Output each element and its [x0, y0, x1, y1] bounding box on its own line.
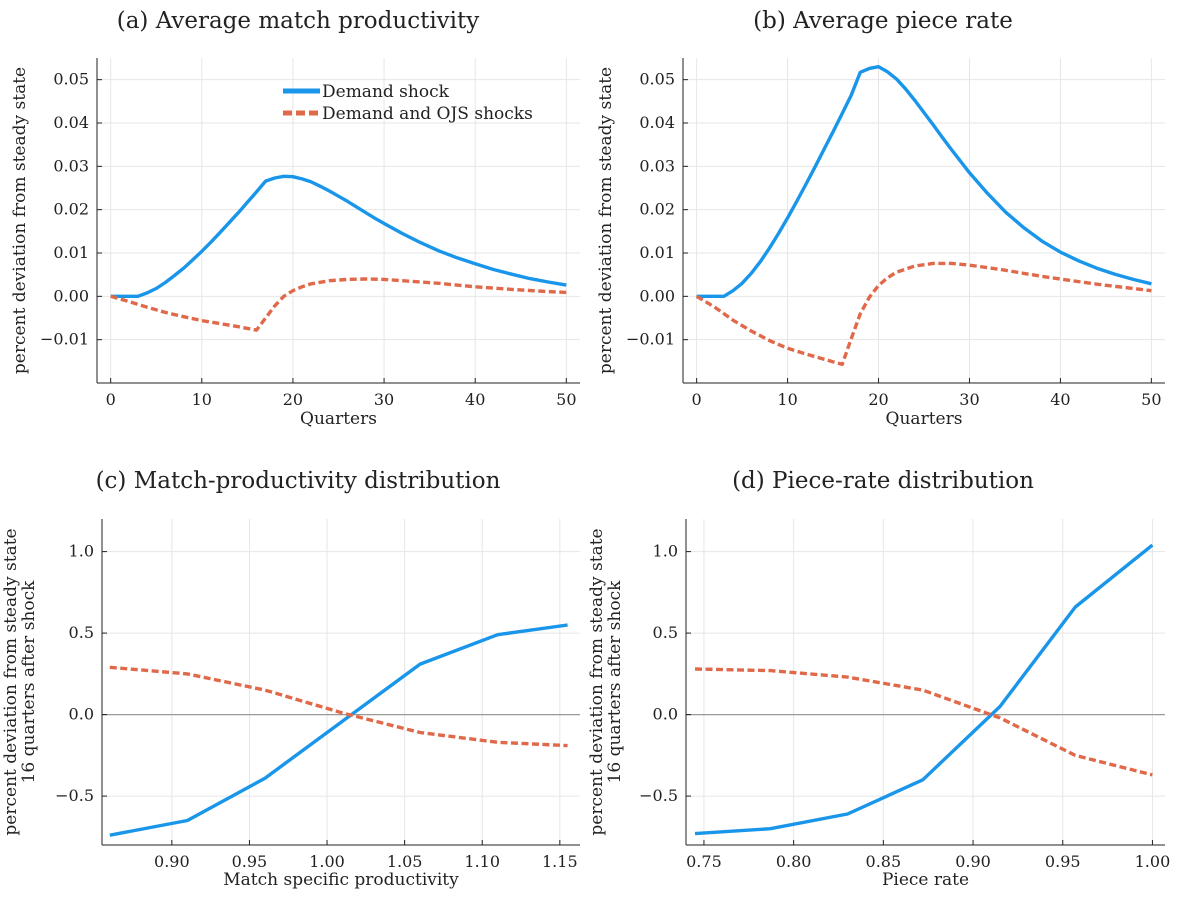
x-tick-label: 0.95 [232, 852, 268, 871]
x-tick-label: 20 [868, 390, 888, 409]
y-tick-label: 0.05 [639, 70, 675, 89]
y-tick-label: 0.0 [69, 705, 94, 724]
x-tick-label: 0 [692, 390, 702, 409]
x-tick-label: 1.05 [387, 852, 423, 871]
x-tick-label: 20 [283, 390, 303, 409]
y-axis-label: percent deviation from steady state [596, 67, 616, 374]
series-demand-line [694, 543, 1154, 836]
panel-b: 0 10 20 30 40 50 −0.01 0.00 0.01 0.02 0.03 0.04 0.05… [596, 8, 1165, 429]
y-tick-label: 0.05 [53, 70, 89, 89]
x-tick-label: 1.15 [542, 852, 578, 871]
y-axis-label: 16 quarters after shock [605, 580, 625, 784]
y-tick-label: 0.00 [639, 286, 675, 305]
y-tick-label: −0.5 [639, 786, 678, 805]
x-tick-label: 40 [1050, 390, 1070, 409]
x-tick-label: 0.95 [1045, 852, 1081, 871]
panel-title: (d) Piece-rate distribution [732, 468, 1034, 494]
y-axis-label: 16 quarters after shock [19, 580, 39, 784]
x-axis-label: Quarters [300, 409, 377, 429]
x-tick-label: 30 [959, 390, 979, 409]
series-ojs-line [109, 665, 568, 748]
series-ojs-line [695, 261, 1152, 367]
x-tick-label: 0.90 [154, 852, 190, 871]
y-tick-label: −0.01 [626, 330, 675, 349]
x-axis-label: Quarters [886, 409, 963, 429]
x-tick-label: 0 [106, 390, 116, 409]
x-tick-label: 0.90 [955, 852, 991, 871]
x-tick-label: 0.80 [776, 852, 812, 871]
series-demand-line [696, 64, 1152, 298]
panel-title: (c) Match-productivity distribution [96, 468, 501, 494]
panel-d: 0.75 0.80 0.85 0.90 0.95 1.00 −0.5 0.0 0.5 1.0 (d)… [587, 468, 1170, 890]
x-tick-label: 50 [1141, 390, 1161, 409]
y-axis-label: percent deviation from steady state [10, 67, 30, 374]
series-demand-line [109, 623, 568, 837]
y-tick-label: 0.01 [53, 243, 89, 262]
y-tick-label: 0.00 [53, 286, 89, 305]
y-tick-label: 1.0 [653, 542, 678, 561]
x-tick-label: 1.00 [1135, 852, 1171, 871]
y-tick-label: 0.5 [69, 623, 94, 642]
series-ojs-line [110, 277, 567, 332]
x-tick-label: 30 [374, 390, 394, 409]
x-tick-label: 1.00 [309, 852, 345, 871]
panel-c: 0.90 0.95 1.00 1.05 1.10 1.15 −0.5 0.0 0.5 1.0 (c)… [1, 468, 580, 890]
y-tick-label: 0.04 [53, 113, 89, 132]
x-tick-label: 10 [777, 390, 797, 409]
x-axis-label: Match specific productivity [223, 870, 459, 890]
y-tick-label: 0.03 [53, 156, 89, 175]
y-tick-label: 0.04 [639, 113, 675, 132]
y-tick-label: 0.01 [639, 243, 675, 262]
y-tick-label: 0.02 [639, 200, 675, 219]
y-tick-label: −0.01 [40, 330, 89, 349]
series-ojs-line [694, 667, 1153, 777]
x-tick-label: 50 [556, 390, 576, 409]
y-axis-label: percent deviation from steady state [1, 528, 21, 835]
x-tick-label: 10 [192, 390, 212, 409]
y-tick-label: 1.0 [69, 542, 94, 561]
y-tick-label: −0.5 [55, 786, 94, 805]
panel-title: (a) Average match productivity [117, 8, 480, 34]
x-tick-label: 40 [465, 390, 485, 409]
y-tick-label: 0.03 [639, 156, 675, 175]
y-tick-label: 0.0 [653, 705, 678, 724]
y-tick-label: 0.02 [53, 200, 89, 219]
x-tick-label: 0.85 [866, 852, 902, 871]
y-tick-label: 0.5 [653, 623, 678, 642]
y-axis-label: percent deviation from steady state [587, 528, 607, 835]
x-tick-label: 1.10 [464, 852, 500, 871]
legend-ojs-label: Demand and OJS shocks [322, 104, 533, 124]
panel-title: (b) Average piece rate [753, 8, 1013, 34]
legend-demand-label: Demand shock [322, 82, 450, 102]
series-demand-line [110, 174, 567, 298]
x-tick-label: 0.75 [686, 852, 722, 871]
x-axis-label: Piece rate [882, 870, 969, 890]
panel-a: 0 10 20 30 40 50 −0.01 0.00 0.01 0.02 0.03 0.04 0.05… [10, 8, 580, 429]
